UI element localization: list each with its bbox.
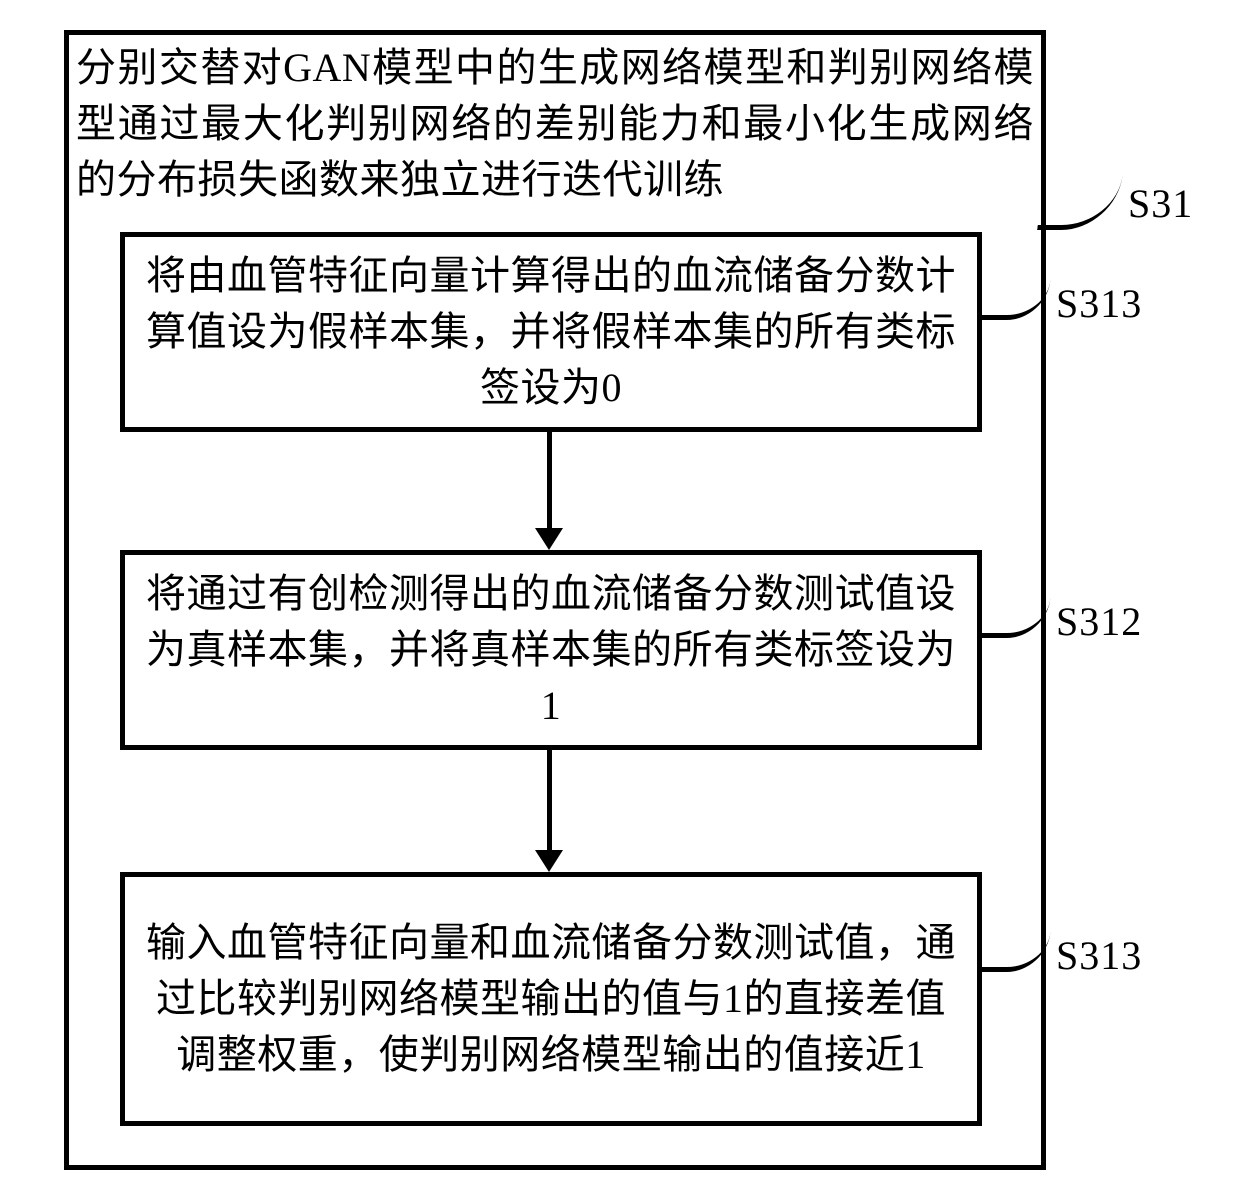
outer-step-label: S31 xyxy=(1128,180,1193,227)
step-box-2: 将通过有创检测得出的血流储备分数测试值设为真样本集，并将真样本集的所有类标签设为… xyxy=(120,550,982,750)
step-box-text-3: 输入血管特征向量和血流储备分数测试值，通过比较判别网络模型输出的值与1的直接差值… xyxy=(125,915,977,1083)
step-label-2: S312 xyxy=(1056,598,1142,645)
arrow-head-2 xyxy=(535,850,563,872)
arrow-head-1 xyxy=(535,528,563,550)
arrow-line-2 xyxy=(547,750,552,850)
step-box-text-2: 将通过有创检测得出的血流储备分数测试值设为真样本集，并将真样本集的所有类标签设为… xyxy=(125,566,977,734)
step-box-text-1: 将由血管特征向量计算得出的血流储备分数计算值设为假样本集，并将假样本集的所有类标… xyxy=(125,248,977,416)
step-box-1: 将由血管特征向量计算得出的血流储备分数计算值设为假样本集，并将假样本集的所有类标… xyxy=(120,232,982,432)
outer-step-label-hook xyxy=(1037,102,1133,230)
step-box-3: 输入血管特征向量和血流储备分数测试值，通过比较判别网络模型输出的值与1的直接差值… xyxy=(120,872,982,1126)
diagram-canvas: 分别交替对GAN模型中的生成网络模型和判别网络模型通过最大化判别网络的差别能力和… xyxy=(0,0,1240,1199)
arrow-line-1 xyxy=(547,432,552,528)
step-label-1: S313 xyxy=(1056,280,1142,327)
step-label-3: S313 xyxy=(1056,932,1142,979)
outer-step-title: 分别交替对GAN模型中的生成网络模型和判别网络模型通过最大化判别网络的差别能力和… xyxy=(76,40,1034,218)
